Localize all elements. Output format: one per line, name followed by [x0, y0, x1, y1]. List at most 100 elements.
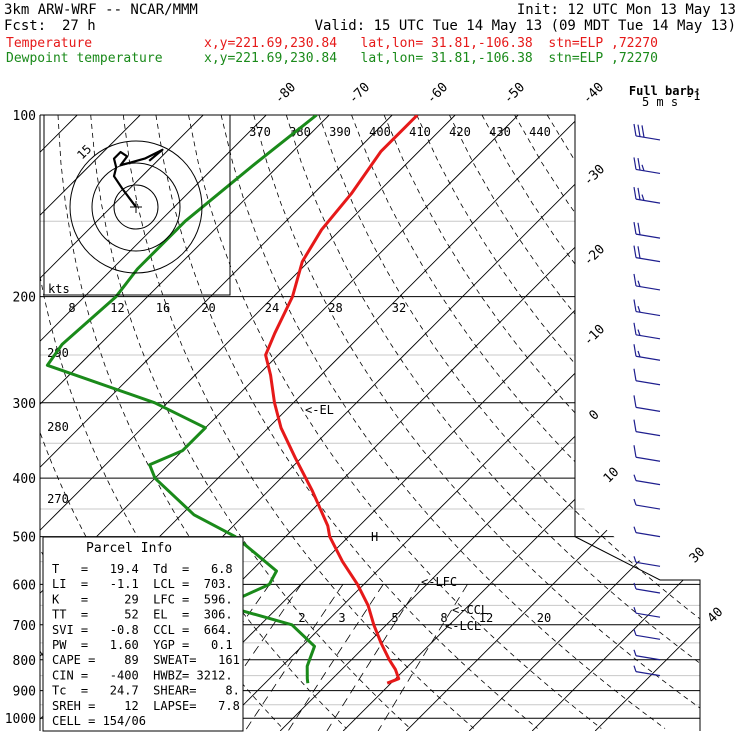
isotherm-label-0: 0	[586, 407, 602, 423]
valid-time: Valid: 15 UTC Tue 14 May 13 (09 MDT Tue …	[314, 18, 736, 34]
dry-adiabat-330	[188, 115, 602, 729]
pressure-label-700: 700	[13, 619, 36, 634]
parcel-info-row: TT = 52 EL = 306.	[52, 608, 233, 622]
full-barb-label: Full barb:	[629, 84, 701, 98]
pressure-label-400: 400	[13, 472, 36, 487]
parcel-info-row: Tc = 24.7 SHEAR= 8.	[52, 684, 240, 698]
barb-staff	[635, 431, 661, 437]
barb-staff	[635, 612, 661, 618]
dry-adiabat-420	[481, 115, 700, 729]
barb-flag	[637, 246, 641, 259]
theta-label-400: 400	[369, 125, 391, 139]
wind-barb	[633, 556, 661, 567]
wind-barb	[633, 368, 661, 386]
wind-barb	[633, 498, 661, 510]
mixing-label-top-28: 28	[328, 301, 342, 315]
isotherm-labels: -80 -70 -60 -50 -40 -30 -20 -10 0 10 30 40	[272, 80, 726, 626]
hodograph-box	[43, 114, 231, 296]
forecast-hour: 27 h	[62, 18, 96, 34]
full-barb-units: 5 m s	[642, 95, 678, 109]
wind-barb	[633, 665, 661, 677]
barb-flag	[633, 273, 637, 287]
dry-adiabat-380	[351, 115, 700, 729]
mixing-label-bottom-3: 3	[338, 611, 345, 625]
mixing-label-bottom-12: 12	[479, 611, 493, 625]
theta-label-420: 420	[449, 125, 471, 139]
barb-staff	[635, 406, 661, 412]
temperature-profile	[264, 115, 419, 685]
mixing-label-top-8: 8	[68, 301, 75, 315]
model-title: 3km ARW-WRF -- NCAR/MMM	[4, 2, 198, 18]
isotherm-label--40: -40	[580, 80, 607, 107]
isotherm-60	[594, 115, 700, 731]
theta-label-390: 390	[329, 125, 351, 139]
temperature-legend-info: x,y=221.69,230.84 lat,lon= 31.81,-106.38…	[204, 36, 658, 51]
pressure-label-900: 900	[13, 685, 36, 700]
barb-flag	[641, 125, 645, 138]
pressure-label-800: 800	[13, 654, 36, 669]
isotherm--130	[0, 115, 14, 731]
hodograph-trace	[112, 148, 164, 208]
parcel-info-row: K = 29 LFC = 596.	[52, 592, 233, 606]
dry-adiabat-360	[285, 115, 700, 729]
barb-flag	[637, 124, 641, 137]
barb-flag	[633, 395, 637, 408]
hodograph: kts 15	[43, 114, 231, 296]
el-marker: <-EL	[305, 403, 334, 417]
mixing-label-bottom-8: 8	[440, 611, 447, 625]
isotherm-label--30: -30	[581, 162, 608, 189]
dry-adiabat-390	[383, 115, 700, 729]
mixing-label-bottom-2: 2	[298, 611, 305, 625]
hodograph-kts-label: kts	[48, 282, 70, 296]
dewpoint-profile	[45, 115, 318, 684]
diagram-frame	[39, 114, 701, 731]
parcel-info-panel: Parcel Info T = 19.4 Td = 6.8LI = -1.1 LC…	[42, 536, 244, 732]
wind-barb	[633, 123, 661, 141]
wind-barb	[633, 526, 661, 538]
wind-barb	[633, 245, 661, 263]
barb-staff	[635, 504, 661, 510]
barb-staff	[635, 634, 661, 640]
isotherm--70	[40, 115, 393, 731]
sounding-profiles	[45, 115, 419, 685]
wind-barb	[633, 474, 661, 486]
theta-label-430: 430	[489, 125, 511, 139]
barb-staff	[635, 380, 661, 386]
mixing-label-top-24: 24	[265, 301, 279, 315]
barb-flag	[633, 187, 637, 200]
frame-right-edge	[40, 114, 701, 731]
isotherm-label--60: -60	[424, 80, 451, 107]
isotherm-label-30: 30	[687, 545, 709, 567]
pressure-label-100: 100	[13, 109, 36, 124]
theta-label-410: 410	[409, 125, 431, 139]
isotherm-50	[531, 115, 700, 731]
hodograph-ring	[69, 140, 203, 274]
wind-barb	[633, 395, 661, 412]
dry-adiabat-400	[416, 115, 700, 729]
wind-barb	[633, 445, 661, 462]
barb-flag	[641, 194, 645, 201]
dry-adiabat-350	[253, 115, 700, 729]
parcel-info-row: SVI = -0.8 CCL = 664.	[52, 623, 233, 637]
dry-adiabat-460	[612, 115, 700, 729]
dewpoint-legend-name: Dewpoint temperature	[6, 51, 163, 66]
barb-staff	[635, 588, 661, 594]
barb-staff	[635, 671, 661, 677]
wind-barb	[633, 649, 661, 661]
wind-barb	[633, 273, 661, 291]
mixing-label-bottom-20: 20	[537, 611, 551, 625]
isotherm--80	[40, 115, 330, 731]
mixing-ratio-labels: 8 12 16 20 24 28 32 2 3 5 8 12 20	[68, 301, 551, 625]
lcl-marker: <-LCL	[445, 619, 481, 633]
dry-adiabat-300	[90, 115, 411, 729]
isotherm-0	[216, 115, 700, 731]
barb-staff	[635, 456, 661, 462]
parcel-info-row: LI = -1.1 LCL = 703.	[52, 577, 233, 591]
barb-flag	[633, 498, 637, 506]
isotherm-10	[279, 115, 700, 731]
barb-flag	[637, 306, 641, 313]
parcel-info-row: T = 19.4 Td = 6.8	[52, 562, 233, 576]
wind-barb	[633, 419, 661, 437]
theta-label-380: 380	[289, 125, 311, 139]
